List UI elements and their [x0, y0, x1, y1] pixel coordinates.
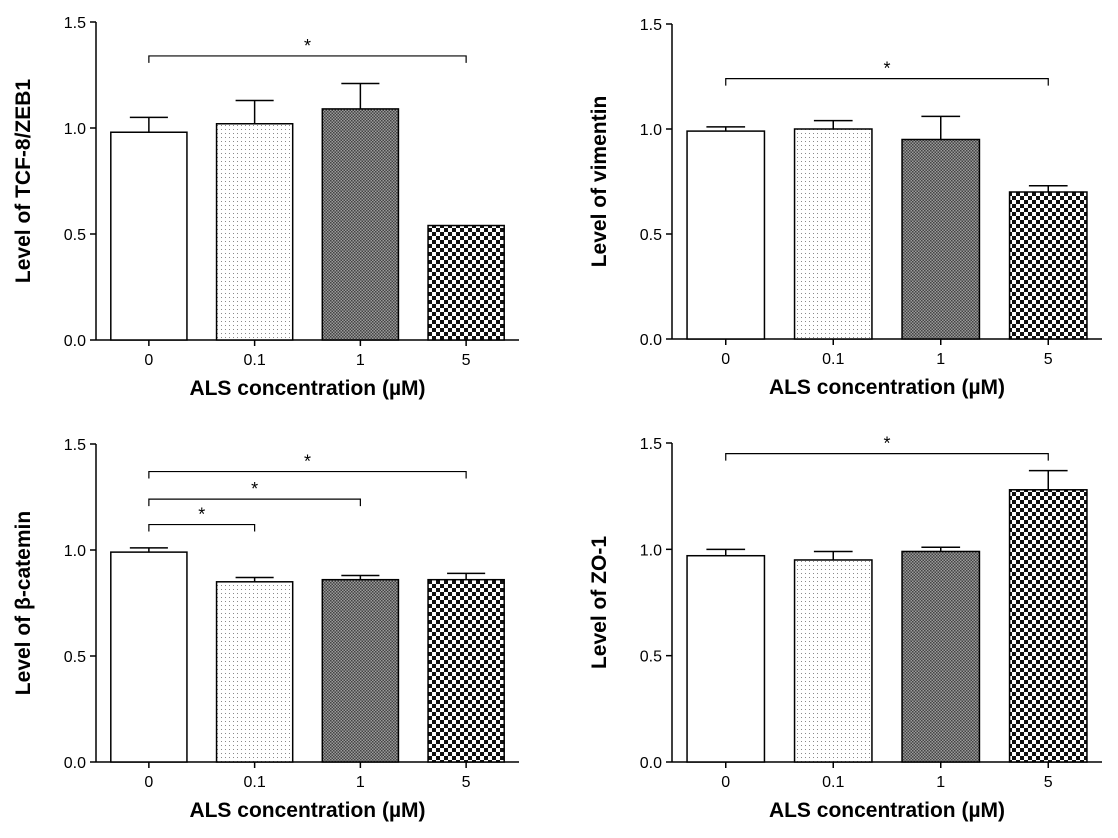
bar-0	[110, 131, 188, 341]
x-tick-label: 0.1	[244, 352, 266, 369]
x-tick-label: 0.1	[822, 351, 844, 368]
x-tick-label: 1	[356, 352, 365, 369]
bar-1	[321, 578, 400, 763]
significance-bracket	[148, 523, 256, 532]
x-tick-label: 0	[144, 352, 153, 369]
bar-5	[427, 578, 505, 763]
y-tick-label: 1.5	[64, 15, 86, 32]
bar-1	[901, 138, 981, 340]
x-tick-label: 1	[936, 351, 945, 368]
y-tick-label: 1.5	[64, 437, 86, 454]
significance-star: *	[198, 505, 205, 525]
significance-bracket	[725, 453, 1049, 461]
x-tick-label: 5	[462, 774, 471, 791]
x-tick-label: 5	[1044, 351, 1053, 368]
y-tick-label: 1.0	[640, 542, 662, 559]
significance-star: *	[883, 434, 890, 454]
x-tick-label: 0	[721, 351, 730, 368]
y-tick-label: 1.0	[640, 122, 662, 139]
y-tick-label: 0.0	[64, 755, 86, 772]
chart-panel-2: 0.0 0.5 1.0 1.5 0 0.1 1 5 * ALS concentration (µM…	[588, 17, 1102, 399]
bar-1	[901, 550, 981, 763]
y-tick-label: 1.5	[640, 436, 662, 453]
x-axis-label: ALS concentration (µM)	[189, 377, 425, 400]
y-tick-label: 0.0	[64, 333, 86, 350]
significance-bracket	[148, 470, 467, 479]
y-tick-label: 0.5	[640, 227, 662, 244]
y-tick-label: 0.0	[640, 332, 662, 349]
y-tick-label: 0.5	[640, 649, 662, 666]
x-tick-label: 0	[721, 774, 730, 791]
bar-0.1	[215, 581, 294, 763]
x-axis-label: ALS concentration (µM)	[189, 799, 425, 822]
y-axis-label: Level of vimentin	[588, 96, 611, 268]
x-tick-label: 0.1	[822, 774, 844, 791]
bar-1	[321, 108, 400, 341]
significance-bracket	[148, 55, 467, 63]
chart-panel-3: 0.0 0.5 1.0 1.5 0 0.1 1 5 * * * ALS concentration (…	[12, 437, 519, 822]
bar-0	[110, 551, 188, 763]
significance-bracket	[725, 78, 1049, 86]
bar-0	[686, 554, 766, 763]
bar-0	[686, 130, 766, 340]
bar-0.1	[215, 123, 294, 341]
x-axis-label: ALS concentration (µM)	[769, 799, 1005, 822]
chart-panel-4: 0.0 0.5 1.0 1.5 0 0.1 1 5 * ALS concentration (µM…	[588, 434, 1102, 822]
x-tick-label: 5	[1044, 774, 1053, 791]
bar-0.1	[793, 128, 873, 340]
y-axis-label: Level of ZO-1	[588, 536, 611, 669]
y-axis-label: Level of TCF-8/ZEB1	[12, 79, 35, 284]
significance-star: *	[304, 36, 311, 56]
y-tick-label: 0.5	[64, 227, 86, 244]
y-axis-label: Level of β-catemin	[12, 511, 35, 695]
significance-star: *	[251, 479, 258, 499]
bar-0.1	[793, 559, 873, 763]
significance-bracket	[148, 498, 361, 507]
y-tick-label: 0.0	[640, 755, 662, 772]
x-tick-label: 1	[936, 774, 945, 791]
y-tick-label: 1.0	[64, 543, 86, 560]
chart-panel-1: 0.0 0.5 1.0 1.5 0 0.1 1 5 * ALS concentration (µM…	[12, 15, 519, 400]
bar-5	[427, 224, 505, 341]
bar-5	[1008, 489, 1088, 763]
x-tick-label: 1	[356, 774, 365, 791]
y-tick-label: 0.5	[64, 649, 86, 666]
bar-5	[1008, 191, 1088, 340]
x-tick-label: 0.1	[244, 774, 266, 791]
x-tick-label: 5	[462, 352, 471, 369]
x-tick-label: 0	[144, 774, 153, 791]
y-tick-label: 1.5	[640, 17, 662, 34]
x-axis-label: ALS concentration (µM)	[769, 376, 1005, 399]
significance-star: *	[883, 59, 890, 79]
y-tick-label: 1.0	[64, 121, 86, 138]
significance-star: *	[304, 452, 311, 472]
